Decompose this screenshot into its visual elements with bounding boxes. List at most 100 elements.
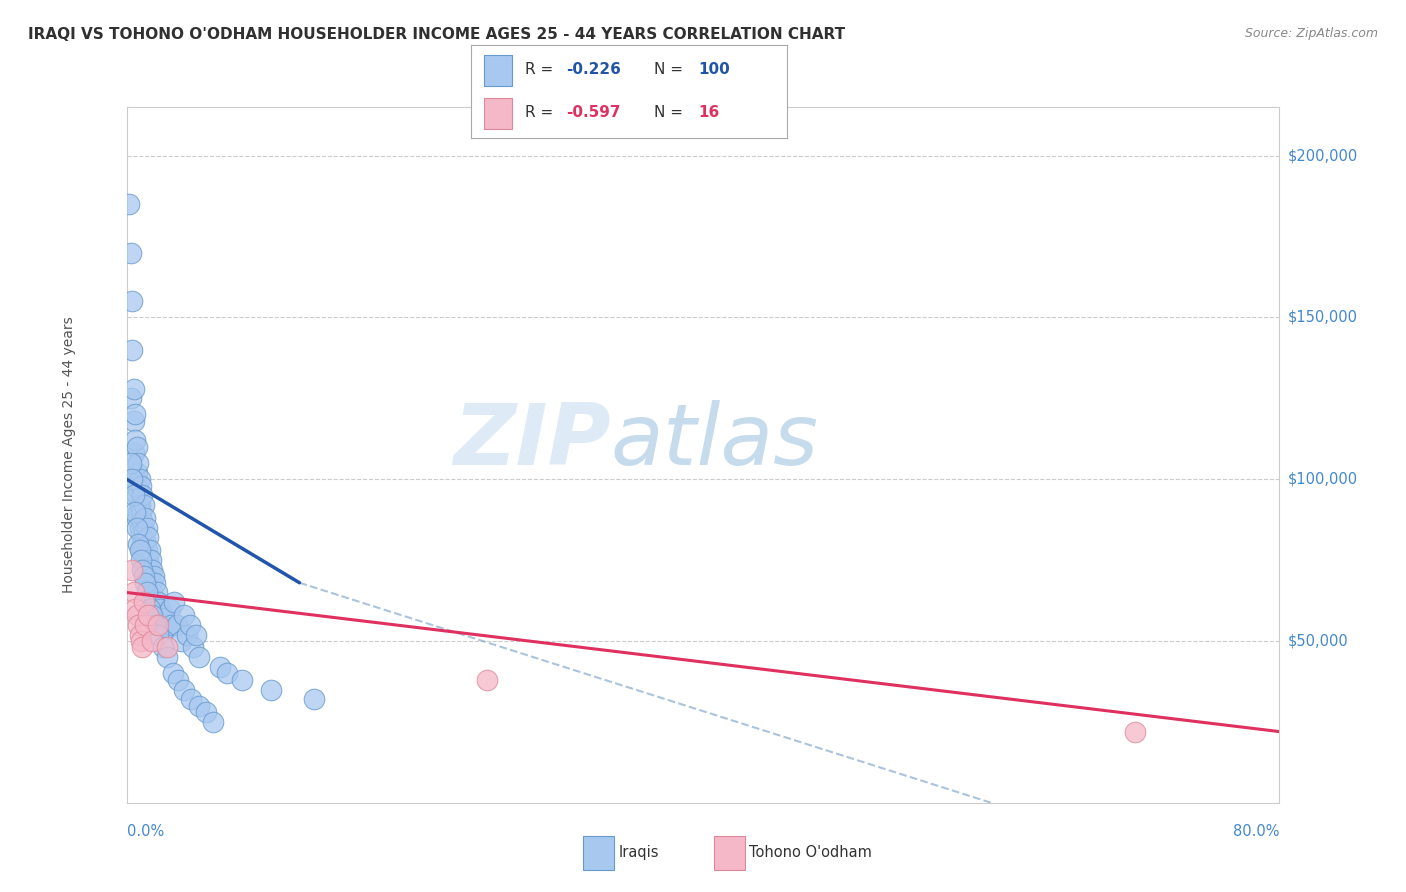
Point <box>122 488 145 502</box>
Point <box>167 673 190 687</box>
Point <box>138 566 160 580</box>
Text: $100,000: $100,000 <box>1288 472 1358 487</box>
Point <box>149 601 172 615</box>
Point <box>125 608 148 623</box>
Bar <box>484 98 512 129</box>
Point <box>132 569 155 583</box>
Point <box>159 601 181 615</box>
Point <box>134 575 156 590</box>
Point <box>138 543 160 558</box>
Point <box>121 472 143 486</box>
Point <box>134 533 156 548</box>
Point <box>131 563 153 577</box>
Point <box>120 245 142 260</box>
Point <box>129 478 152 492</box>
Point <box>124 434 146 448</box>
Bar <box>484 55 512 86</box>
Point <box>145 599 166 613</box>
Point <box>131 488 153 502</box>
Point <box>128 472 150 486</box>
Point <box>152 640 174 655</box>
Point <box>302 692 325 706</box>
Text: $200,000: $200,000 <box>1288 148 1358 163</box>
Text: 80.0%: 80.0% <box>1233 823 1279 838</box>
Point <box>162 666 184 681</box>
Point <box>181 640 204 655</box>
Point <box>179 617 201 632</box>
Point <box>131 640 153 655</box>
Point <box>124 408 146 422</box>
Point <box>135 585 157 599</box>
Point <box>209 660 232 674</box>
Point <box>132 595 155 609</box>
Point <box>135 521 157 535</box>
Point <box>127 456 149 470</box>
Point <box>125 521 148 535</box>
Point <box>127 504 149 518</box>
Point <box>129 527 152 541</box>
Point <box>166 617 188 632</box>
Point <box>131 514 153 528</box>
Point <box>153 617 176 632</box>
Text: -0.597: -0.597 <box>567 105 620 120</box>
Point <box>142 591 165 606</box>
Point <box>134 617 156 632</box>
Text: Tohono O'odham: Tohono O'odham <box>749 846 872 860</box>
Point <box>173 682 195 697</box>
Point <box>122 446 145 460</box>
Point <box>129 543 152 558</box>
Point <box>128 543 150 558</box>
Point <box>122 382 145 396</box>
Point <box>475 673 498 687</box>
Point <box>124 504 146 518</box>
Point <box>136 608 159 623</box>
Text: Householder Income Ages 25 - 44 years: Householder Income Ages 25 - 44 years <box>62 317 76 593</box>
Point <box>138 601 160 615</box>
Text: N =: N = <box>655 105 689 120</box>
Point <box>124 601 146 615</box>
Point <box>134 511 156 525</box>
Point <box>129 634 152 648</box>
Point <box>146 585 169 599</box>
Point <box>131 537 153 551</box>
Point <box>121 343 143 357</box>
Point <box>122 585 145 599</box>
Point <box>134 557 156 571</box>
Point <box>121 294 143 309</box>
Point <box>231 673 253 687</box>
Point <box>184 627 207 641</box>
Point <box>120 392 142 406</box>
Point <box>141 608 163 623</box>
Point <box>173 608 195 623</box>
Point <box>132 498 155 512</box>
Point <box>127 537 149 551</box>
Point <box>156 621 179 635</box>
Point <box>1123 724 1146 739</box>
Point <box>150 611 173 625</box>
Point <box>156 640 179 655</box>
Point <box>127 482 149 496</box>
Point <box>139 553 162 567</box>
Point <box>187 698 209 713</box>
Point <box>132 524 155 538</box>
Point <box>136 553 159 567</box>
Point <box>146 608 169 623</box>
Point <box>124 472 146 486</box>
Point <box>141 585 163 599</box>
Point <box>156 650 179 665</box>
Text: ZIP: ZIP <box>453 400 610 483</box>
Point <box>141 563 163 577</box>
Point <box>148 627 170 641</box>
Text: -0.226: -0.226 <box>567 62 621 78</box>
Text: IRAQI VS TOHONO O'ODHAM HOUSEHOLDER INCOME AGES 25 - 44 YEARS CORRELATION CHART: IRAQI VS TOHONO O'ODHAM HOUSEHOLDER INCO… <box>28 27 845 42</box>
Point <box>118 197 141 211</box>
Point <box>152 608 174 623</box>
Point <box>121 563 143 577</box>
Point <box>128 521 150 535</box>
Point <box>145 617 166 632</box>
Point <box>120 456 142 470</box>
Point <box>176 627 198 641</box>
Point <box>163 595 186 609</box>
Point <box>180 692 202 706</box>
Point <box>202 714 225 729</box>
